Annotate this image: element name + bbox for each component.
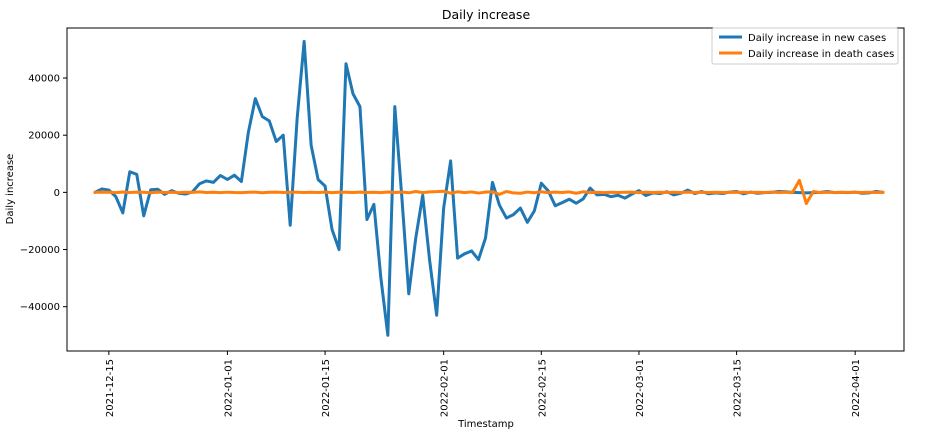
y-tick-label: −40000: [20, 302, 60, 313]
y-axis: −40000 −20000 0 20000 40000: [20, 74, 67, 313]
x-tick-label: 2022-04-01: [851, 359, 862, 417]
legend-box: [711, 27, 899, 65]
chart-title: Daily increase: [442, 7, 531, 22]
legend-label-new-cases: Daily increase in new cases: [748, 33, 886, 44]
x-tick-label: 2021-12-15: [105, 359, 116, 417]
y-tick-label: 20000: [28, 131, 60, 142]
legend-label-death-cases: Daily increase in death cases: [748, 49, 894, 60]
y-tick-label: 40000: [28, 74, 60, 85]
y-tick-label: 0: [54, 188, 60, 199]
x-axis-label: Timestamp: [457, 419, 514, 430]
x-tick-label: 2022-01-01: [223, 359, 234, 417]
x-tick-label: 2022-01-15: [321, 359, 332, 417]
x-tick-label: 2022-02-15: [537, 359, 548, 417]
plot-area: [93, 39, 885, 337]
legend: Daily increase in new cases Daily increa…: [711, 27, 899, 65]
series-line-death-cases: [93, 178, 885, 206]
x-tick-label: 2022-02-01: [440, 359, 451, 417]
x-axis: 2021-12-15 2022-01-01 2022-01-15 2022-02-01…: [105, 351, 862, 417]
x-tick-label: 2022-03-15: [733, 359, 744, 417]
series-line-new-cases: [93, 39, 885, 337]
x-tick-label: 2022-03-01: [635, 359, 646, 417]
axes-frame: [66, 27, 905, 352]
y-tick-label: −20000: [20, 245, 60, 256]
y-axis-label: Daily increase: [5, 154, 16, 225]
